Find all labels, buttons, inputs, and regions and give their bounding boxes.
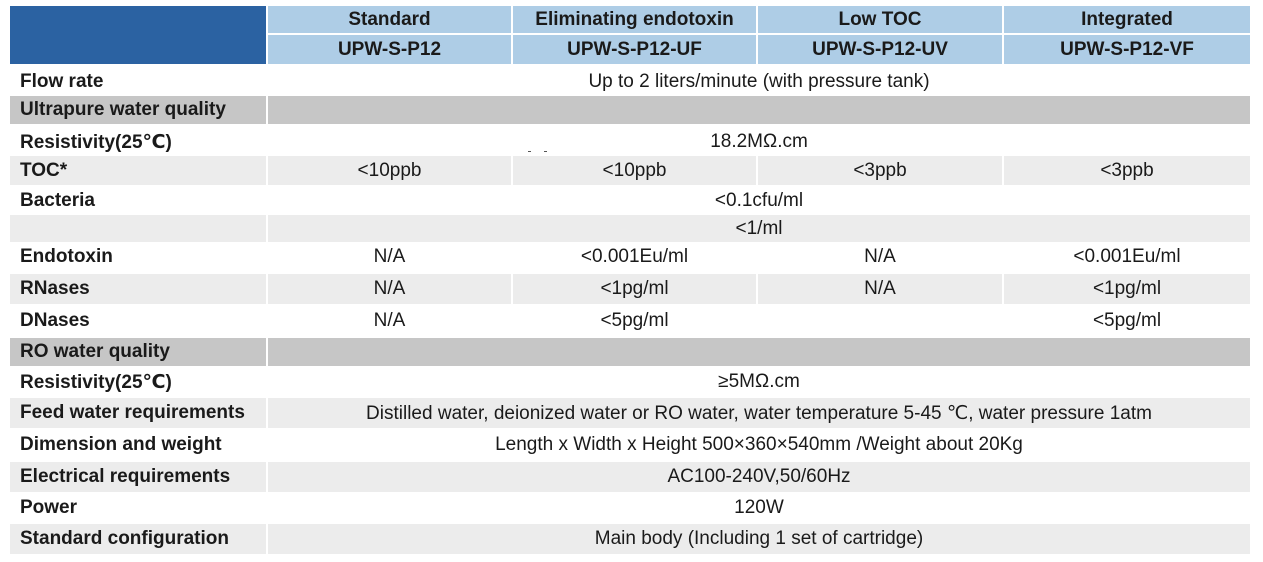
toc-label: TOC*	[10, 156, 266, 185]
feed-water-label: Feed water requirements	[10, 398, 266, 428]
upw-section-fill	[268, 96, 1250, 124]
electrical-label: Electrical requirements	[10, 462, 266, 492]
ro-resistivity-row: Resistivity(25℃) ≥5MΩ.cm	[10, 368, 1250, 396]
feed-water-row: Feed water requirements Distilled water,…	[10, 398, 1250, 428]
rnases-value-eliminating-endotoxin: <1pg/ml	[513, 274, 756, 304]
dimension-label: Dimension and weight	[20, 434, 222, 455]
bacteria-value: <0.1cfu/ml	[714, 190, 804, 211]
endotoxin-value-low-toc: N/A	[864, 246, 896, 267]
bacteria-label-blank	[10, 215, 266, 242]
toc-value-low-toc: <3ppb	[758, 156, 1002, 185]
bacteria-label: Bacteria	[20, 190, 95, 211]
power-row: Power 120W	[10, 494, 1250, 522]
ro-resistivity-value: ≥5MΩ.cm	[718, 371, 800, 392]
rnases-value-integrated: <1pg/ml	[1004, 274, 1250, 304]
header-model-row: UPW-S-P12 UPW-S-P12-UF UPW-S-P12-UV UPW-…	[10, 35, 1250, 64]
toc-value-eliminating-endotoxin: <10ppb	[513, 156, 756, 185]
configuration-row: Standard configuration Main body (Includ…	[10, 524, 1250, 554]
dnases-value-eliminating-endotoxin: <5pg/ml	[600, 310, 669, 331]
toc-value-integrated: <3ppb	[1004, 156, 1250, 185]
ro-section-title: RO water quality	[10, 338, 266, 366]
upw-section-title: Ultrapure water quality	[10, 96, 266, 124]
endotoxin-value-eliminating-endotoxin: <0.001Eu/ml	[580, 246, 689, 267]
header-model-low-toc: UPW-S-P12-UV	[758, 35, 1002, 64]
endotoxin-value-standard: N/A	[373, 246, 406, 267]
dimension-value: Length x Width x Height 500×360×540mm /W…	[495, 434, 1023, 455]
dnases-value-low-toc	[758, 306, 1002, 336]
header-corner	[10, 6, 266, 64]
header-variant-row: Standard Eliminating endotoxin Low TOC I…	[10, 6, 1250, 64]
header-model-eliminating-endotoxin: UPW-S-P12-UF	[513, 35, 756, 64]
endotoxin-label: Endotoxin	[20, 246, 113, 267]
bacteria-row-2: <1/ml	[10, 215, 1250, 242]
stray-mark	[544, 151, 547, 152]
flow-rate-value: Up to 2 liters/minute (with pressure tan…	[588, 71, 930, 92]
upw-resistivity-label: Resistivity(25℃)	[20, 131, 172, 153]
dimension-row: Dimension and weight Length x Width x He…	[10, 430, 1250, 460]
ro-section-fill	[268, 338, 1250, 366]
dnases-row: DNases N/A <5pg/ml <5pg/ml	[10, 306, 1250, 336]
upw-resistivity-row: Resistivity(25℃) 18.2MΩ.cm	[10, 128, 1250, 156]
flow-rate-label: Flow rate	[20, 71, 104, 92]
ro-section-row: RO water quality	[10, 338, 1250, 366]
electrical-value: AC100-240V,50/60Hz	[268, 462, 1250, 492]
flow-rate-row: Flow rate Up to 2 liters/minute (with pr…	[10, 68, 1250, 96]
bacteria-value-2: <1/ml	[268, 215, 1250, 242]
upw-section-row: Ultrapure water quality	[10, 96, 1250, 124]
header-variant-low-toc: Low TOC	[758, 6, 1002, 33]
feed-water-value: Distilled water, deionized water or RO w…	[268, 398, 1250, 428]
configuration-value: Main body (Including 1 set of cartridge)	[268, 524, 1250, 554]
power-label: Power	[20, 497, 78, 518]
endotoxin-value-integrated: <0.001Eu/ml	[1073, 246, 1181, 267]
header-model-integrated: UPW-S-P12-VF	[1004, 35, 1250, 64]
dnases-value-integrated: <5pg/ml	[1092, 310, 1162, 331]
rnases-value-standard: N/A	[268, 274, 511, 304]
power-value: 120W	[734, 497, 784, 518]
endotoxin-row: Endotoxin N/A <0.001Eu/ml N/A <0.001Eu/m…	[10, 242, 1250, 272]
header-model-standard: UPW-S-P12	[268, 35, 511, 64]
toc-row: TOC* <10ppb <10ppb <3ppb <3ppb	[10, 156, 1250, 185]
header-variant-integrated: Integrated	[1004, 6, 1250, 33]
rnases-row: RNases N/A <1pg/ml N/A <1pg/ml	[10, 274, 1250, 304]
configuration-label: Standard configuration	[10, 524, 266, 554]
ro-resistivity-label: Resistivity(25℃)	[20, 371, 172, 393]
rnases-label: RNases	[10, 274, 266, 304]
electrical-row: Electrical requirements AC100-240V,50/60…	[10, 462, 1250, 492]
dnases-label: DNases	[20, 310, 90, 331]
upw-resistivity-value: 18.2MΩ.cm	[710, 131, 808, 152]
header-variant-eliminating-endotoxin: Eliminating endotoxin	[513, 6, 756, 33]
rnases-value-low-toc: N/A	[758, 274, 1002, 304]
stray-mark	[528, 151, 531, 152]
header-variant-standard: Standard	[268, 6, 511, 33]
toc-value-standard: <10ppb	[268, 156, 511, 185]
bacteria-row: Bacteria <0.1cfu/ml	[10, 187, 1250, 215]
dnases-value-standard: N/A	[373, 310, 406, 331]
